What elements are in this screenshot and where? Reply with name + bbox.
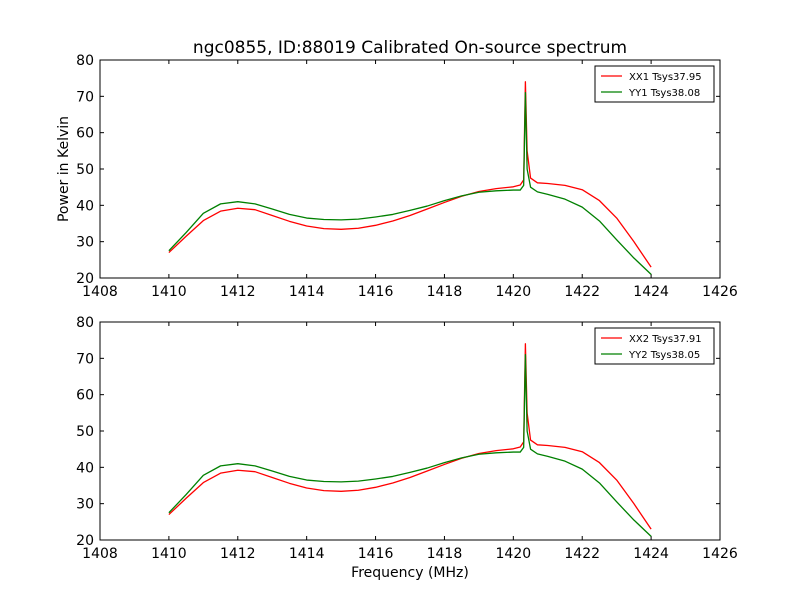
x-tick-label: 1412 — [220, 546, 256, 562]
x-tick-label: 1410 — [151, 284, 187, 300]
chart-title: ngc0855, ID:88019 Calibrated On-source s… — [193, 38, 627, 58]
x-tick-label: 1420 — [496, 284, 532, 300]
x-tick-label: 1418 — [427, 546, 463, 562]
spectrum-panel-top: 1408 1410 1412 1414 1416 1418 1420 1422 1424 1426… — [76, 53, 738, 300]
x-tick-label: 1416 — [358, 284, 394, 300]
y-tick-label: 40 — [76, 198, 94, 214]
x-tick-label: 1420 — [496, 546, 532, 562]
x-tick-label: 1422 — [564, 284, 600, 300]
y-tick-label: 40 — [76, 460, 94, 476]
y-tick-label: 30 — [76, 235, 94, 251]
y-tick-label: 70 — [76, 351, 94, 367]
y-tick-label: 50 — [76, 162, 94, 178]
legend-entry: YY2 Tsys38.05 — [628, 350, 700, 361]
y-tick-label: 80 — [76, 53, 94, 69]
spectrum-panel-bottom: 1408 1410 1412 1414 1416 1418 1420 1422 1424 1426… — [76, 315, 738, 562]
legend-entry: YY1 Tsys38.08 — [628, 88, 700, 99]
y-tick-label: 20 — [76, 533, 94, 549]
y-tick-label: 30 — [76, 497, 94, 513]
x-tick-label: 1426 — [702, 284, 738, 300]
x-tick-label: 1422 — [564, 546, 600, 562]
x-tick-label: 1414 — [289, 284, 325, 300]
x-tick-label: 1426 — [702, 546, 738, 562]
y-tick-label: 80 — [76, 315, 94, 331]
legend-entry: XX2 Tsys37.91 — [629, 334, 702, 345]
series-line-yy2 — [168, 354, 652, 537]
series-line-yy1 — [168, 92, 652, 275]
x-tick-label: 1424 — [633, 284, 669, 300]
x-tick-label: 1408 — [82, 546, 118, 562]
legend-box — [594, 65, 715, 103]
x-axis-label: Frequency (MHz) — [351, 565, 469, 581]
y-tick-label: 60 — [76, 126, 94, 142]
x-tick-label: 1416 — [358, 546, 394, 562]
x-tick-label: 1418 — [427, 284, 463, 300]
y-tick-label: 20 — [76, 271, 94, 287]
x-tick-label: 1424 — [633, 546, 669, 562]
y-tick-label: 60 — [76, 388, 94, 404]
y-tick-label: 50 — [76, 424, 94, 440]
series-line-xx1 — [168, 81, 652, 268]
y-axis-label: Power in Kelvin — [56, 116, 72, 222]
legend-box — [594, 327, 715, 365]
x-tick-label: 1414 — [289, 546, 325, 562]
x-tick-label: 1410 — [151, 546, 187, 562]
x-tick-label: 1412 — [220, 284, 256, 300]
legend-entry: XX1 Tsys37.95 — [629, 72, 702, 83]
series-line-xx2 — [168, 343, 652, 530]
x-tick-label: 1408 — [82, 284, 118, 300]
y-tick-label: 70 — [76, 89, 94, 105]
